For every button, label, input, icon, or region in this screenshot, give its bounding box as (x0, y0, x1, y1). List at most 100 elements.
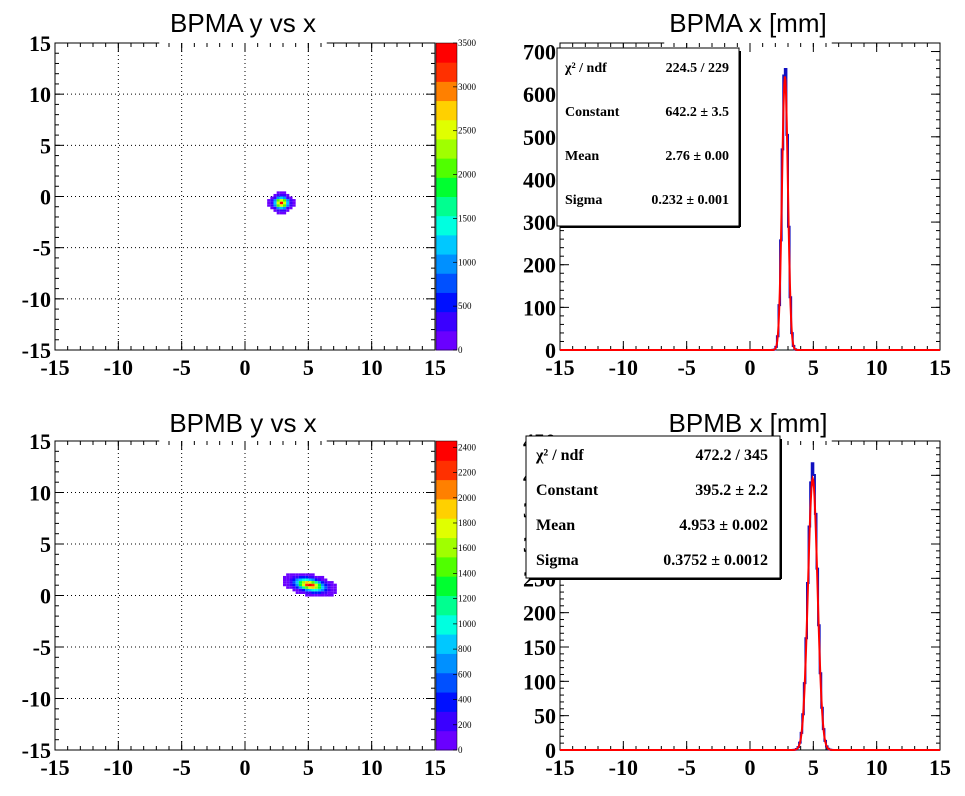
heatmap-cell (279, 204, 283, 207)
x-tick-label: 15 (929, 755, 951, 780)
heatmap-cell (279, 193, 283, 197)
heatmap-cell (327, 586, 331, 589)
panel-title: BPMA y vs x (170, 8, 316, 38)
palette-swatch (436, 634, 457, 654)
heatmap-cell (286, 581, 290, 584)
x-tick-label: 0 (745, 755, 756, 780)
palette-swatch (436, 730, 457, 751)
y-tick-label: 400 (523, 167, 556, 192)
heatmap-cell (292, 573, 296, 576)
heatmap-cell (298, 586, 302, 589)
heatmap-cell (311, 591, 315, 594)
heatmap-cell (283, 193, 287, 197)
stats-value: 4.953 ± 0.002 (679, 517, 768, 534)
heatmap-cell (330, 586, 334, 589)
palette-tick-label: 400 (458, 695, 472, 705)
heatmap-cell (298, 578, 302, 582)
heatmap-cell (286, 206, 290, 210)
y-tick-label: 5 (40, 133, 51, 158)
heatmap-cell (295, 573, 299, 576)
heatmap-cell (305, 575, 309, 579)
heatmap-cell (283, 191, 287, 194)
heatmap-cell (308, 583, 312, 587)
heatmap-cell (330, 591, 334, 594)
heatmap-cell (279, 206, 283, 210)
stats-label: Sigma (565, 193, 602, 208)
palette-tick-label: 1500 (458, 213, 477, 223)
palette-tick-label: 3000 (458, 82, 477, 92)
palette-swatch (436, 576, 457, 596)
x-tick-label: 10 (866, 755, 888, 780)
heatmap-cell (289, 196, 293, 200)
heatmap-cell (314, 588, 318, 592)
heatmap-cell (276, 193, 280, 197)
x-tick-label: 15 (929, 355, 951, 380)
palette-swatch (436, 234, 457, 255)
heatmap-cell (295, 588, 299, 592)
heatmap-cell (295, 575, 299, 579)
stats-value: 472.2 / 345 (696, 447, 768, 464)
palette-swatch (436, 441, 457, 461)
heatmap-cell (267, 201, 271, 205)
x-tick-label: -5 (173, 355, 191, 380)
y-tick-label: 150 (523, 635, 556, 660)
heatmap-cell (327, 581, 331, 584)
heatmap-cell (286, 204, 290, 207)
heatmap-cell (292, 575, 296, 579)
palette-tick-label: 0 (458, 745, 463, 755)
heatmap-cell (305, 573, 309, 576)
x-tick-label: -10 (104, 355, 133, 380)
stats-label: Mean (536, 517, 575, 534)
heatmap-cell (314, 593, 318, 597)
heatmap-cell (333, 588, 337, 592)
heatmap-cell (273, 199, 277, 202)
heatmap-cell (324, 588, 328, 592)
title-gap (159, 439, 327, 443)
x-tick-label: -5 (678, 355, 696, 380)
heatmap-cells (267, 191, 296, 215)
heatmap-cell (327, 588, 331, 592)
heatmap-cell (305, 583, 309, 587)
palette-tick-label: 800 (458, 644, 472, 654)
panel-2: BPMB y vs x-15 -10 -5 0 5 10 15-15-10-50510150… (22, 402, 477, 780)
heatmap-cell (314, 583, 318, 587)
heatmap-cell (327, 583, 331, 587)
heatmap-cell (270, 199, 274, 202)
title-bg (664, 2, 832, 40)
heatmap-cell (298, 581, 302, 584)
heatmap-cell (289, 573, 293, 576)
palette-swatch (436, 158, 457, 178)
palette-swatch (436, 692, 457, 712)
heatmap-cell (295, 578, 299, 582)
palette-swatch (436, 330, 457, 351)
heatmap-cell (324, 581, 328, 584)
heatmap-cell (283, 575, 287, 579)
heatmap-cell (302, 586, 306, 589)
heatmap-cell (283, 209, 287, 212)
x-tick-label: -15 (40, 355, 69, 380)
palette-swatch (436, 62, 457, 82)
stats-label: Sigma (536, 552, 579, 569)
stats-box: χ² / ndf 472.2 / 345 Constant 395.2 ± 2.2 Me… (525, 435, 782, 580)
y-tick-label: 200 (523, 253, 556, 278)
heatmap-cell (302, 573, 306, 576)
palette-swatch (436, 254, 457, 274)
palette-swatch (436, 43, 457, 63)
heatmap-cell (276, 204, 280, 207)
heatmap-cell (321, 581, 325, 584)
palette-tick-label: 1400 (458, 568, 477, 578)
palette-tick-label: 600 (458, 669, 472, 679)
palette-frame (435, 42, 458, 351)
x-tick-label: -5 (678, 755, 696, 780)
heatmap-cell (311, 575, 315, 579)
palette-tick-label: 2000 (458, 493, 477, 503)
palette-swatch (436, 100, 457, 121)
palette-tick-label: 0 (458, 345, 463, 355)
x-tick-label: 10 (361, 755, 383, 780)
y-tick-label: 200 (523, 601, 556, 626)
palette-tick-label: 2000 (458, 170, 477, 180)
heatmap-cell (273, 193, 277, 197)
gaussian-fit-curve (560, 474, 940, 751)
heatmap-cell (308, 593, 312, 597)
heatmap-cell (267, 199, 271, 202)
